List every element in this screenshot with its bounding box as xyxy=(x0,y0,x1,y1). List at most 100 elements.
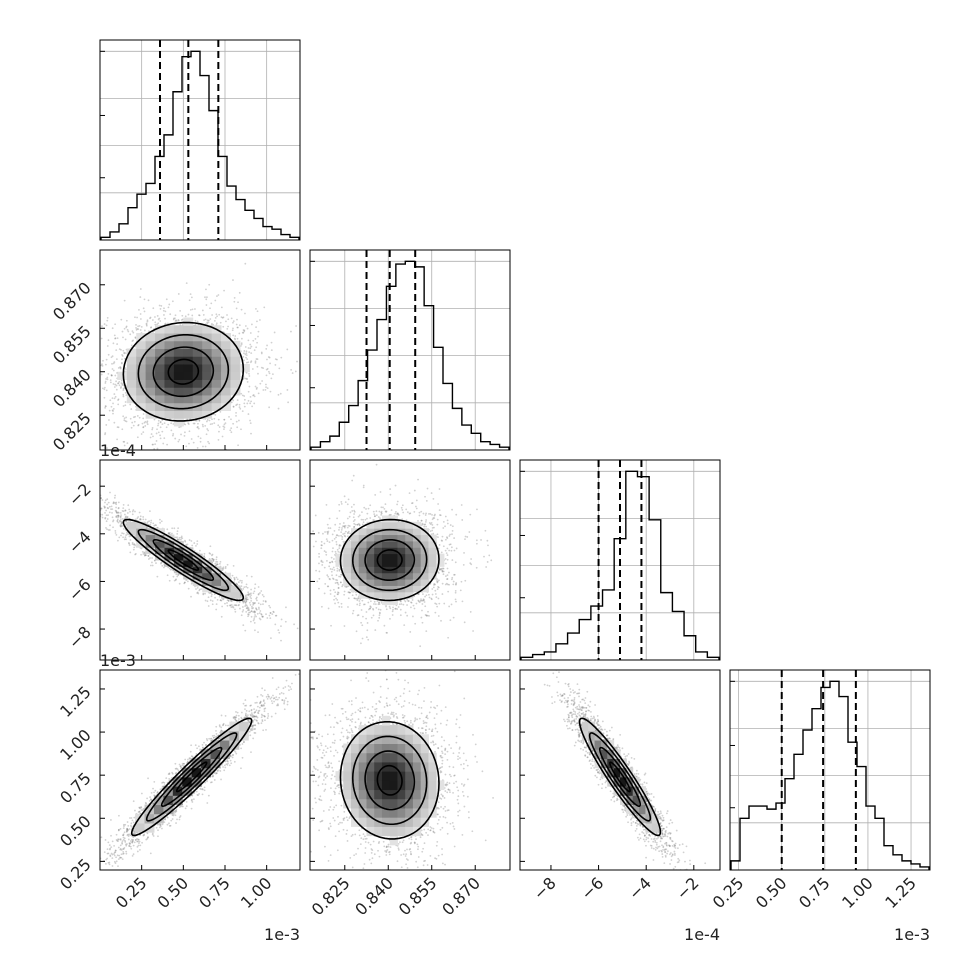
sample-point xyxy=(180,535,183,538)
sample-point xyxy=(264,388,267,391)
sample-point xyxy=(174,536,177,539)
sample-point xyxy=(133,546,136,549)
sample-point xyxy=(241,606,244,608)
density-cell xyxy=(183,340,194,350)
sample-point xyxy=(158,453,160,455)
sample-point xyxy=(247,347,250,349)
sample-point xyxy=(191,308,194,311)
sample-point xyxy=(160,561,163,564)
sample-point xyxy=(245,371,248,374)
sample-point xyxy=(101,325,103,328)
density-cell xyxy=(136,348,147,357)
sample-point xyxy=(115,533,118,536)
sample-point xyxy=(253,616,256,618)
sample-point xyxy=(226,602,228,604)
sample-point xyxy=(259,592,261,594)
sample-point xyxy=(250,352,253,355)
sample-point xyxy=(220,316,223,319)
sample-point xyxy=(143,310,146,313)
sample-point xyxy=(272,611,275,614)
sample-point xyxy=(135,328,138,331)
sample-point xyxy=(115,380,117,383)
sample-point xyxy=(218,595,221,598)
sample-point xyxy=(159,421,162,424)
sample-point xyxy=(256,341,258,344)
density-cell xyxy=(164,356,175,365)
density-cell xyxy=(164,387,175,396)
sample-point xyxy=(138,325,141,327)
sample-point xyxy=(235,404,238,407)
sample-point xyxy=(211,418,213,421)
sample-point xyxy=(146,420,149,423)
sample-point xyxy=(171,300,174,303)
sample-point xyxy=(107,373,110,375)
sample-point xyxy=(180,433,182,436)
sample-point xyxy=(236,583,239,586)
sample-point xyxy=(252,607,255,609)
sample-point xyxy=(258,617,261,620)
sample-point xyxy=(207,429,210,432)
sample-point xyxy=(209,423,212,426)
sample-point xyxy=(122,405,125,407)
sample-point xyxy=(104,363,107,366)
sample-point xyxy=(268,604,271,607)
sample-point xyxy=(232,399,235,402)
density-cell xyxy=(192,333,203,342)
sample-point xyxy=(144,425,147,427)
sample-point xyxy=(253,621,256,624)
sample-point xyxy=(202,425,204,428)
sample-point xyxy=(119,367,122,370)
sample-point xyxy=(204,296,206,299)
sample-point xyxy=(154,323,157,326)
sample-point xyxy=(209,545,212,548)
sample-point xyxy=(147,330,150,333)
sample-point xyxy=(244,325,247,327)
sample-point xyxy=(172,433,175,435)
sample-point xyxy=(213,417,216,420)
sample-point xyxy=(172,317,175,320)
sample-point xyxy=(243,600,246,603)
sample-point xyxy=(169,568,172,571)
sample-point xyxy=(257,592,260,595)
sample-point xyxy=(151,561,153,564)
sample-point xyxy=(238,403,241,406)
sample-point xyxy=(126,442,129,445)
sample-point xyxy=(105,520,108,523)
density-cell xyxy=(202,387,213,396)
sample-point xyxy=(267,356,270,358)
sample-point xyxy=(123,327,126,330)
sample-point xyxy=(250,599,253,602)
sample-point xyxy=(206,296,208,299)
sample-point xyxy=(159,437,162,440)
sample-point xyxy=(239,350,242,353)
sample-point xyxy=(243,405,246,408)
sample-point xyxy=(130,408,133,410)
sample-point xyxy=(209,591,212,594)
sample-point xyxy=(245,574,248,577)
sample-point xyxy=(246,586,249,589)
sample-point xyxy=(210,302,213,305)
sample-point xyxy=(122,389,125,392)
sample-point xyxy=(234,338,237,341)
sample-point xyxy=(125,319,128,322)
sample-point xyxy=(252,611,255,613)
sample-point xyxy=(138,511,141,514)
sample-point xyxy=(195,544,197,547)
sample-point xyxy=(100,497,102,500)
sample-point xyxy=(174,437,177,440)
sample-point xyxy=(177,440,180,443)
sample-point xyxy=(262,615,264,618)
sample-point xyxy=(183,434,186,437)
sample-point xyxy=(239,407,242,410)
sample-point xyxy=(256,320,258,323)
sample-point xyxy=(196,592,198,594)
density-cell xyxy=(230,387,241,396)
sample-point xyxy=(122,415,125,418)
sample-point xyxy=(230,600,232,602)
sample-point xyxy=(217,294,220,296)
sample-point xyxy=(143,298,146,301)
sample-point xyxy=(249,595,252,598)
sample-point xyxy=(217,458,219,460)
sample-point xyxy=(190,540,193,542)
sample-point xyxy=(124,352,127,355)
